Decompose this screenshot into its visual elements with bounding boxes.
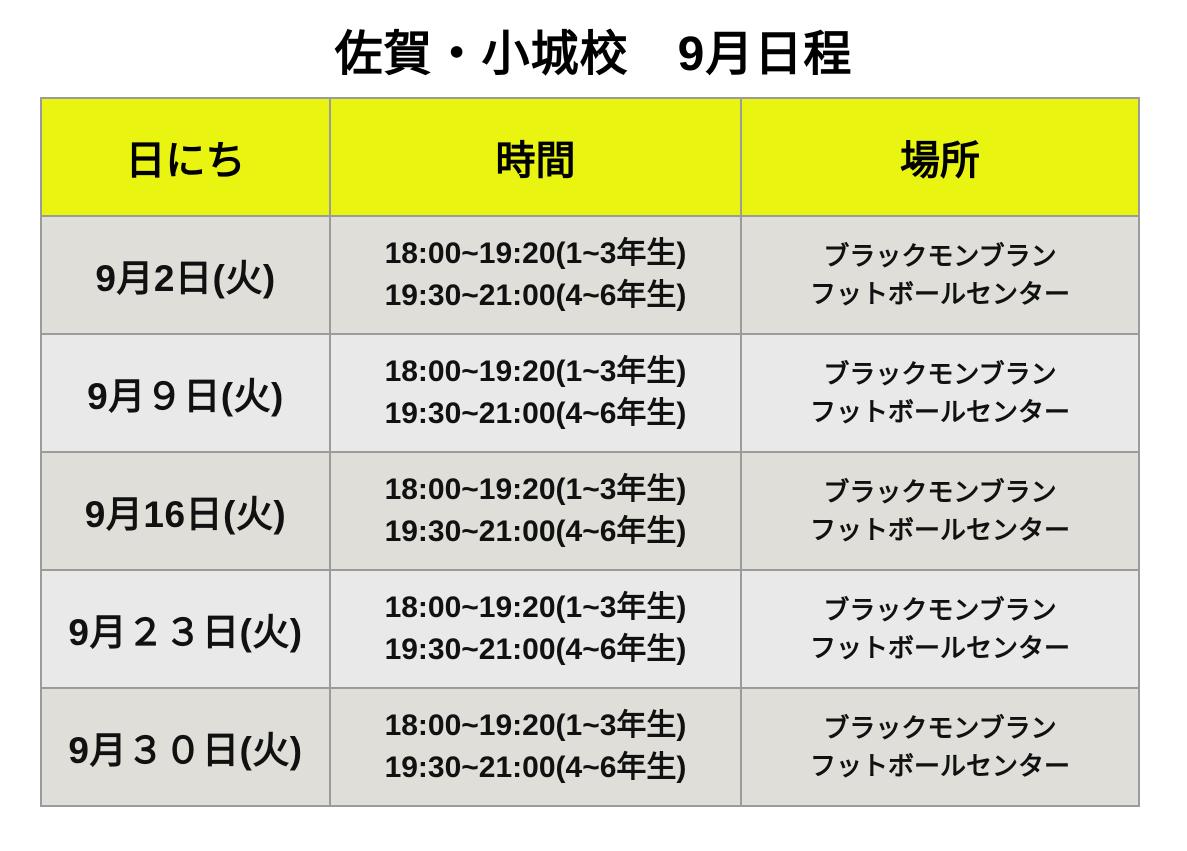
time-cell: 18:00~19:20(1~3年生) 19:30~21:00(4~6年生) [329,569,742,689]
date-cell: 9月2日(火) [40,215,331,335]
time-cell: 18:00~19:20(1~3年生) 19:30~21:00(4~6年生) [329,333,742,453]
place-line-1: ブラックモンブラン [823,713,1057,743]
date-cell: 9月９日(火) [40,333,331,453]
time-line-1: 18:00~19:20(1~3年生) [384,709,687,742]
time-line-2: 19:30~21:00(4~6年生) [384,751,687,784]
time-line-1: 18:00~19:20(1~3年生) [384,473,687,506]
place-line-2: フットボールセンター [809,515,1070,545]
place-cell: ブラックモンブラン フットボールセンター [740,569,1140,689]
table-row: 9月16日(火) 18:00~19:20(1~3年生) 19:30~21:00(… [40,451,1140,571]
time-line-1: 18:00~19:20(1~3年生) [384,237,687,270]
time-cell: 18:00~19:20(1~3年生) 19:30~21:00(4~6年生) [329,215,742,335]
place-line-1: ブラックモンブラン [823,595,1057,625]
time-cell: 18:00~19:20(1~3年生) 19:30~21:00(4~6年生) [329,687,742,807]
place-line-2: フットボールセンター [809,397,1070,427]
table-row: 9月３０日(火) 18:00~19:20(1~3年生) 19:30~21:00(… [40,687,1140,807]
table-header-row: 日にち 時間 場所 [40,97,1140,217]
place-cell: ブラックモンブラン フットボールセンター [740,215,1140,335]
place-cell: ブラックモンブラン フットボールセンター [740,451,1140,571]
place-line-2: フットボールセンター [809,279,1070,309]
place-line-1: ブラックモンブラン [823,241,1057,271]
time-line-2: 19:30~21:00(4~6年生) [384,279,687,312]
table-row: 9月２３日(火) 18:00~19:20(1~3年生) 19:30~21:00(… [40,569,1140,689]
time-line-1: 18:00~19:20(1~3年生) [384,591,687,624]
place-line-1: ブラックモンブラン [823,359,1057,389]
header-cell-date: 日にち [40,97,331,217]
time-cell: 18:00~19:20(1~3年生) 19:30~21:00(4~6年生) [329,451,742,571]
header-cell-place: 場所 [740,97,1140,217]
place-line-2: フットボールセンター [809,751,1070,781]
place-cell: ブラックモンブラン フットボールセンター [740,333,1140,453]
time-line-2: 19:30~21:00(4~6年生) [384,633,687,666]
place-line-2: フットボールセンター [809,633,1070,663]
date-cell: 9月16日(火) [40,451,331,571]
date-cell: 9月２３日(火) [40,569,331,689]
table-row: 9月９日(火) 18:00~19:20(1~3年生) 19:30~21:00(4… [40,333,1140,453]
place-cell: ブラックモンブラン フットボールセンター [740,687,1140,807]
header-cell-time: 時間 [329,97,742,217]
table-row: 9月2日(火) 18:00~19:20(1~3年生) 19:30~21:00(4… [40,215,1140,335]
date-cell: 9月３０日(火) [40,687,331,807]
time-line-2: 19:30~21:00(4~6年生) [384,397,687,430]
time-line-1: 18:00~19:20(1~3年生) [384,355,687,388]
place-line-1: ブラックモンブラン [823,477,1057,507]
page-title: 佐賀・小城校 9月日程 [334,28,853,81]
schedule-table: 日にち 時間 場所 9月2日(火) 18:00~19:20(1~3年生) 19:… [40,97,1140,807]
time-line-2: 19:30~21:00(4~6年生) [384,515,687,548]
